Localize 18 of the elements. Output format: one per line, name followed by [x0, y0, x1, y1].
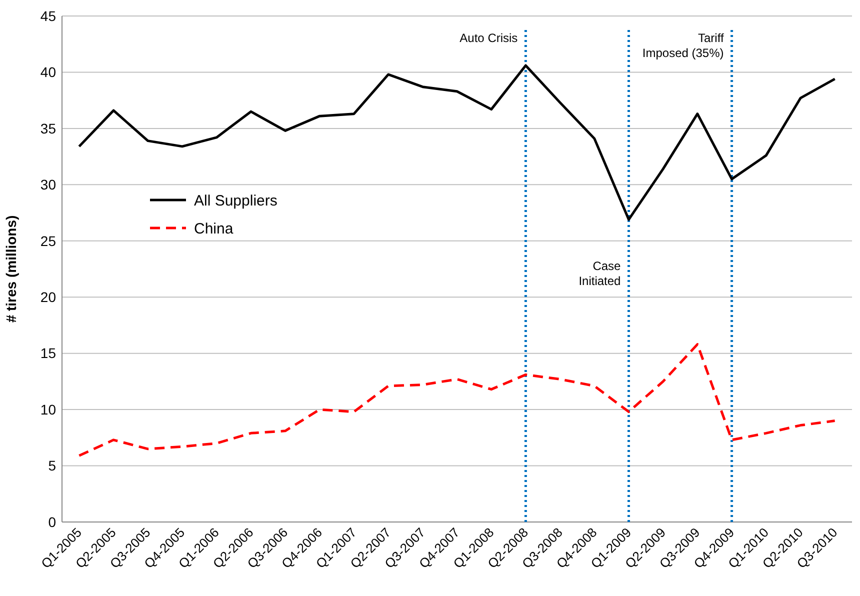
y-tick-label: 25 — [40, 232, 56, 249]
legend-label: All Suppliers — [194, 192, 278, 210]
legend-label: China — [194, 220, 234, 238]
y-tick-label: 35 — [40, 120, 56, 136]
y-tick-label: 30 — [40, 176, 56, 193]
y-tick-label: 20 — [40, 289, 56, 306]
y-tick-label: 45 — [40, 8, 56, 24]
y-tick-label: 0 — [48, 514, 56, 530]
y-tick-label: 40 — [40, 64, 56, 80]
y-tick-label: 10 — [40, 401, 56, 418]
ref-line-label: Auto Crisis — [460, 31, 518, 45]
line-series — [78, 343, 836, 457]
y-tick-label: 15 — [40, 345, 56, 362]
ref-line-label: Tariff Imposed (35%) — [642, 31, 724, 60]
line-series — [78, 64, 836, 221]
y-axis-title: # tires (millions) — [3, 215, 19, 323]
y-tick-label: 5 — [48, 458, 56, 474]
ref-line-label: Case Initiated — [578, 259, 622, 288]
